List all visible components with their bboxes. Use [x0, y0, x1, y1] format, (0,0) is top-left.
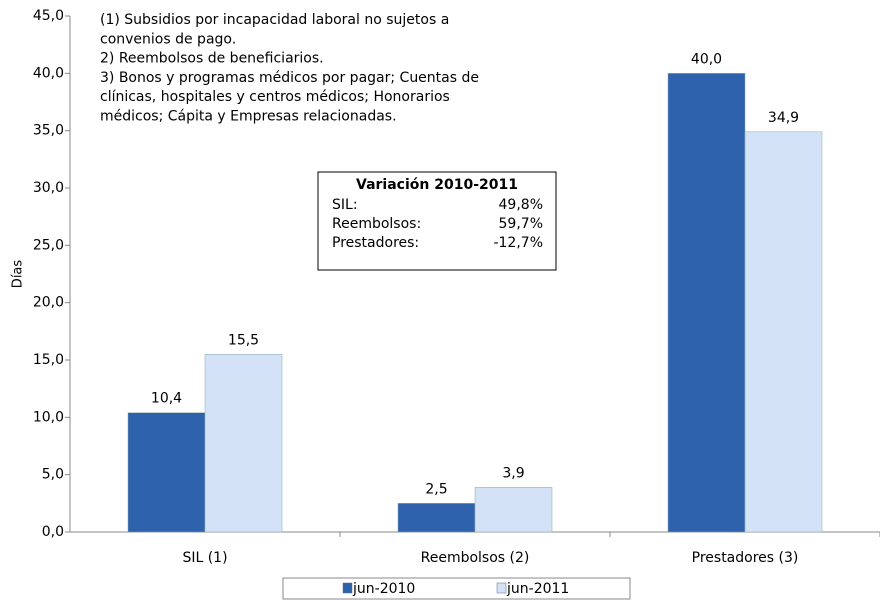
variation-value: -12,7%	[493, 235, 543, 251]
x-tick-label: SIL (1)	[182, 550, 227, 566]
variation-value: 59,7%	[499, 216, 543, 232]
variation-label: Reembolsos:	[332, 216, 421, 232]
note-line: médicos; Cápita y Empresas relacionadas.	[100, 109, 397, 125]
value-label: 2,5	[425, 481, 447, 497]
bar	[127, 412, 206, 533]
legend-swatch	[342, 582, 353, 594]
y-tick-label: 15,0	[33, 352, 64, 368]
y-tick-label: 30,0	[33, 180, 64, 196]
legend-label: jun-2010	[352, 581, 415, 597]
legend-swatch	[496, 582, 507, 594]
value-label: 40,0	[691, 51, 722, 67]
y-tick-label: 20,0	[33, 295, 64, 311]
bar	[474, 487, 553, 533]
y-tick-label: 5,0	[42, 467, 64, 483]
y-tick-label: 35,0	[33, 123, 64, 139]
y-axis-label: Días	[11, 260, 26, 289]
bar	[744, 131, 823, 533]
bar	[204, 354, 283, 533]
variation-label: SIL:	[332, 197, 358, 213]
value-label: 15,5	[228, 332, 259, 348]
x-tick-label: Reembolsos (2)	[421, 550, 530, 566]
y-tick-label: 10,0	[33, 409, 64, 425]
variation-title: Variación 2010-2011	[356, 177, 518, 193]
bar	[397, 503, 476, 533]
legend	[282, 577, 631, 600]
y-tick-label: 0,0	[42, 524, 64, 540]
note-line: 3) Bonos y programas médicos por pagar; …	[100, 70, 479, 86]
y-tick-label: 40,0	[33, 65, 64, 81]
bar	[667, 73, 746, 533]
variation-value: 49,8%	[499, 197, 543, 213]
note-line: 2) Reembolsos de beneficiarios.	[100, 51, 324, 67]
variation-box	[317, 171, 557, 271]
legend-label: jun-2011	[506, 581, 569, 597]
value-label: 3,9	[502, 465, 524, 481]
note-line: convenios de pago.	[100, 31, 236, 47]
note-line: (1) Subsidios por incapacidad laboral no…	[100, 12, 449, 28]
x-tick-label: Prestadores (3)	[692, 550, 799, 566]
value-label: 10,4	[151, 391, 182, 407]
value-label: 34,9	[768, 110, 799, 126]
note-line: clínicas, hospitales y centros médicos; …	[100, 89, 450, 105]
y-tick-label: 45,0	[33, 8, 64, 24]
y-tick-label: 25,0	[33, 237, 64, 253]
variation-label: Prestadores:	[332, 235, 419, 251]
